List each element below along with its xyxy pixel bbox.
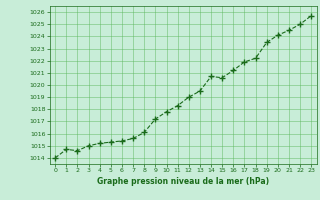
X-axis label: Graphe pression niveau de la mer (hPa): Graphe pression niveau de la mer (hPa) (97, 177, 269, 186)
